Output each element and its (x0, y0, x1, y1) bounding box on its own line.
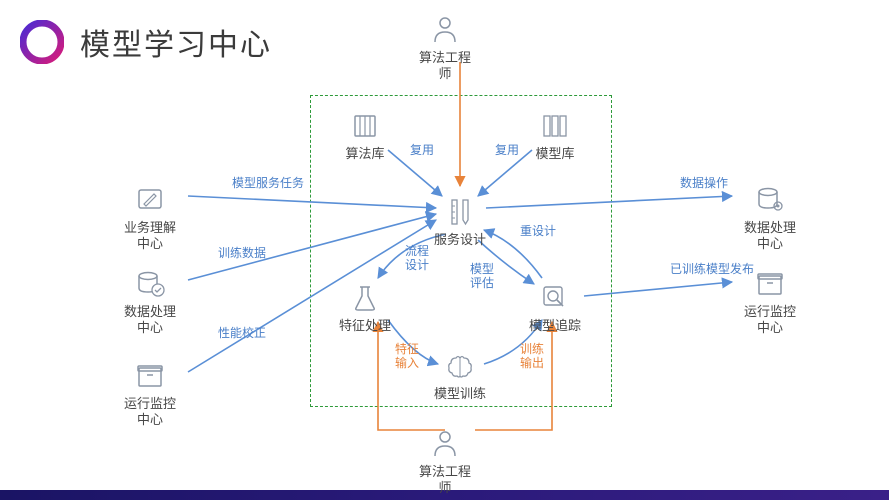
node-data_right: 数据处理中心 (740, 184, 800, 253)
node-algo_lib: 算法库 (335, 110, 395, 162)
page-title: 模型学习中心 (80, 20, 272, 64)
node-engineer_bottom: 算法工程师 (415, 428, 475, 497)
logo-icon (20, 20, 64, 64)
node-feature: 特征处理 (335, 282, 395, 334)
books-icon (349, 110, 381, 142)
edge-label-train_data: 训练数据 (218, 246, 266, 260)
edge-label-redesign: 重设计 (520, 224, 556, 238)
brain-icon (444, 350, 476, 382)
edge-label-svc_task: 模型服务任务 (232, 176, 304, 190)
node-label: 模型训练 (434, 386, 486, 402)
edge-label-reuse2: 复用 (495, 143, 519, 157)
title-row: 模型学习中心 (20, 20, 272, 64)
edge-label-flow: 流程设计 (405, 244, 429, 273)
node-service: 服务设计 (430, 196, 490, 248)
node-label: 模型库 (535, 146, 574, 162)
magnify-icon (539, 282, 571, 314)
archive-icon (754, 268, 786, 300)
tablet-pen-icon (134, 184, 166, 216)
db-gear-icon (754, 184, 786, 216)
node-label: 算法工程师 (415, 464, 475, 497)
node-data_left: 数据处理中心 (120, 268, 180, 337)
archive-icon (134, 360, 166, 392)
person-icon (429, 428, 461, 460)
person-icon (429, 14, 461, 46)
node-label: 算法库 (345, 146, 384, 162)
db-check-icon (134, 268, 166, 300)
edge-label-perf: 性能校正 (218, 326, 266, 340)
node-label: 特征处理 (339, 318, 391, 334)
edge-label-feat_in: 特征输入 (395, 342, 419, 371)
edge-label-eval: 模型评估 (470, 262, 494, 291)
edge-label-train_out: 训练输出 (520, 342, 544, 371)
node-label: 业务理解中心 (124, 220, 176, 253)
ruler-pen-icon (444, 196, 476, 228)
node-label: 运行监控中心 (124, 396, 176, 429)
node-label: 算法工程师 (415, 50, 475, 83)
edge-label-data_op: 数据操作 (680, 176, 728, 190)
flask-icon (349, 282, 381, 314)
node-label: 数据处理中心 (124, 304, 176, 337)
node-label: 服务设计 (434, 232, 486, 248)
edge-label-pub: 已训练模型发布 (670, 262, 754, 276)
node-model_lib: 模型库 (525, 110, 585, 162)
node-ops_right: 运行监控中心 (740, 268, 800, 337)
node-label: 模型追踪 (529, 318, 581, 334)
node-track: 模型追踪 (525, 282, 585, 334)
books2-icon (539, 110, 571, 142)
node-engineer_top: 算法工程师 (415, 14, 475, 83)
edge-label-reuse1: 复用 (410, 143, 434, 157)
node-label: 数据处理中心 (744, 220, 796, 253)
node-ops_left: 运行监控中心 (120, 360, 180, 429)
node-biz: 业务理解中心 (120, 184, 180, 253)
node-train: 模型训练 (430, 350, 490, 402)
node-label: 运行监控中心 (744, 304, 796, 337)
